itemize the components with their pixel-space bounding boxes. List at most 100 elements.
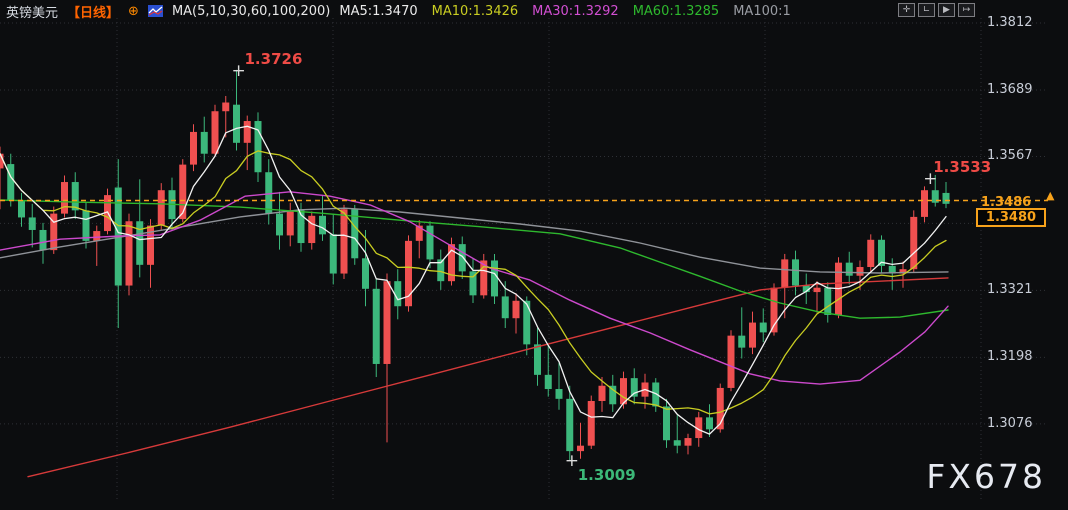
candle-body [319,215,326,235]
candle-body [931,190,939,203]
last-price-box[interactable]: 1.3480 [976,208,1046,227]
candle-body [630,378,638,397]
high-crosshair-marker: + [231,60,246,81]
candle-body [706,417,713,430]
candle-body [179,164,187,220]
candle-body [243,121,251,143]
candle-body [308,215,316,244]
candle-body [673,440,681,446]
candle-body [458,244,466,272]
candle-body [888,265,896,274]
mini-chart-icon[interactable] [147,5,163,17]
candle-body [200,131,208,154]
ma100-line [0,207,949,274]
candle-body [394,281,402,307]
candle-body [716,387,724,430]
candle-body [39,229,47,251]
candle-body [50,213,58,251]
candle-body [233,104,240,143]
pan-right-icon[interactable]: ↦ [958,3,975,17]
ma-settings-label[interactable]: MA(5,10,30,60,100,200) [171,3,331,19]
candles-layer[interactable] [0,69,950,461]
fit-chart-icon[interactable]: ∟ [918,3,935,17]
ma-legend-value: MA10:1.3426 [431,3,519,19]
candle-body [254,121,262,173]
candle-body [663,406,670,441]
fx678-watermark: FX678 [926,457,1046,496]
candle-body [82,210,90,241]
candle-body [878,239,885,266]
candle-body [276,213,283,236]
candle-body [286,210,294,236]
candle-body [845,262,853,276]
symbol-name: 英镑美元 [6,5,59,21]
candle-body [437,259,445,282]
candle-body [469,271,477,296]
timeframe-label[interactable]: 【日线】 [67,5,120,21]
axis-tick-label: 1.3198 [987,349,1033,365]
candle-body [544,374,552,390]
candle-body [501,296,509,319]
candle-body [598,385,606,402]
ma-legend-value: MA60:1.3285 [632,3,720,19]
ma60-line [0,199,949,319]
ma5-line [0,125,947,435]
price-up-arrow-icon: ▲ [1046,189,1055,202]
axis-tick-label: 1.3689 [987,81,1033,97]
candle-body [265,172,273,214]
candle-body [652,382,660,407]
ma-legend-value: MA30:1.3292 [532,3,619,19]
candle-body [297,210,305,244]
ma-legend-value: MA100:1 [733,3,791,19]
candle-body [136,221,144,265]
ma30-line [0,191,949,385]
crosshair-move-icon[interactable]: ✛ [898,3,915,17]
candle-body [405,240,412,307]
candle-body [7,164,15,201]
candle-body [426,225,434,260]
play-chart-icon[interactable]: ▶ [938,3,955,17]
ma200-line [27,277,949,478]
recent-high-crosshair-marker: + [923,168,938,189]
axis-tick-label: 1.3567 [987,148,1033,164]
ma-legend: MA5:1.3470 MA10:1.3426 MA30:1.3292 MA60:1.3… [339,4,790,19]
low-crosshair-marker: + [564,451,579,472]
candle-body [942,192,950,204]
candle-body [18,200,25,218]
candle-body [738,335,746,348]
candle-body [211,111,219,154]
candle-body [0,153,4,169]
candle-body [792,259,799,286]
candle-body [383,281,391,364]
axis-tick-label: 1.3076 [987,415,1033,431]
ma-legend-value: MA5:1.3470 [339,3,418,19]
candle-body [28,217,36,230]
candle-body [620,378,627,405]
candle-body [609,385,617,405]
candle-body [448,244,455,282]
candle-body [71,182,79,211]
candle-body [534,344,541,375]
candle-body [770,287,778,333]
candle-body [125,221,133,286]
candle-body [491,260,498,297]
candle-body [813,287,821,293]
chart-header: 英镑美元 【日线】 ⊕ MA(5,10,30,60,100,200) MA5:1… [6,2,791,21]
candle-body [555,389,563,399]
candle-body [577,445,584,452]
axis-tick-label: 1.3812 [987,14,1033,30]
circle-plus-icon[interactable]: ⊕ [128,3,139,19]
candle-body [899,269,907,274]
price-line-label: 1.3486 [981,195,1032,210]
candle-body [512,300,520,319]
candle-body [727,335,735,388]
candle-body [921,190,928,217]
candle-body [781,259,789,288]
axis-tick-label: 1.3321 [987,282,1033,298]
ma10-line [0,150,947,415]
candle-body [587,401,595,446]
candle-body [759,322,767,333]
candle-body [372,288,380,364]
